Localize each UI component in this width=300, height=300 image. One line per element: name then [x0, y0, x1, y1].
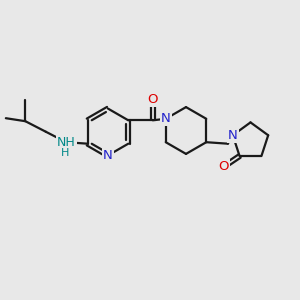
Text: O: O	[219, 160, 229, 173]
Text: NH: NH	[57, 136, 76, 149]
Text: O: O	[148, 93, 158, 106]
Text: N: N	[161, 112, 171, 125]
Text: N: N	[228, 129, 238, 142]
Text: N: N	[103, 149, 113, 162]
Text: H: H	[60, 148, 69, 158]
